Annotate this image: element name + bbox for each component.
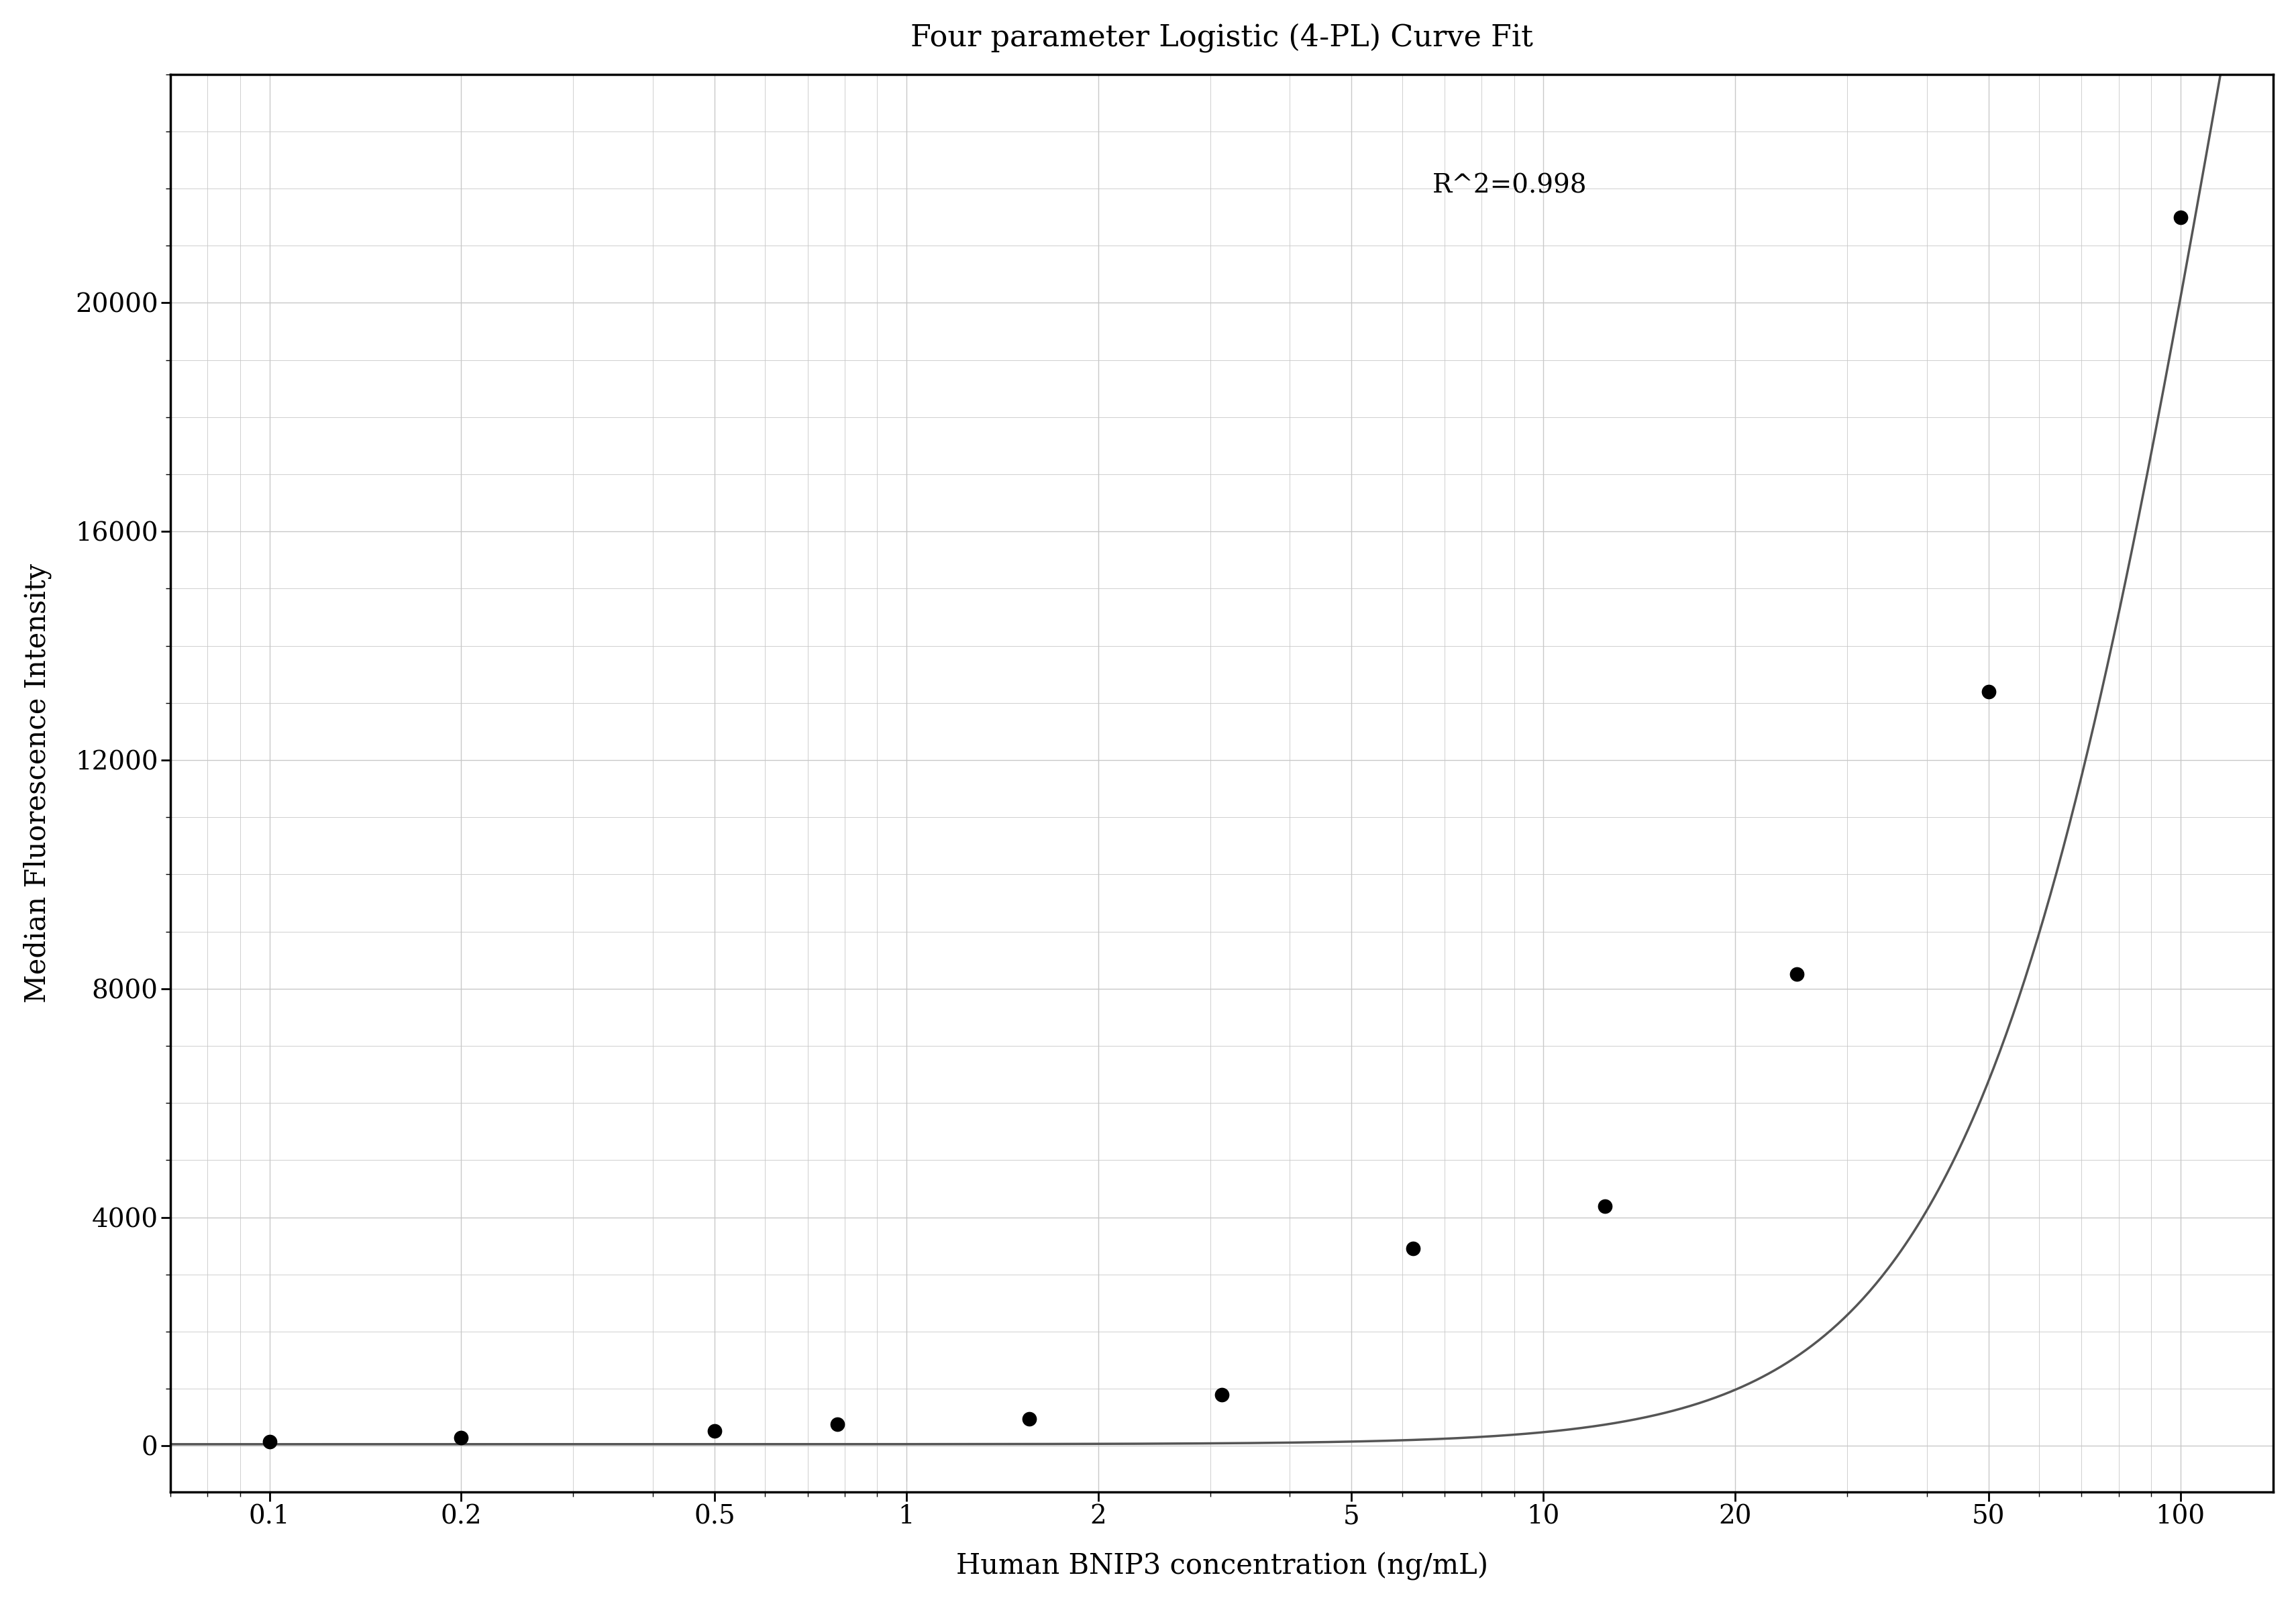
X-axis label: Human BNIP3 concentration (ng/mL): Human BNIP3 concentration (ng/mL)	[955, 1553, 1488, 1580]
Point	[250, 1429, 287, 1455]
Point	[1010, 1407, 1047, 1432]
Title: Four parameter Logistic (4-PL) Curve Fit: Four parameter Logistic (4-PL) Curve Fit	[912, 24, 1534, 53]
Text: R^2=0.998: R^2=0.998	[1433, 173, 1587, 199]
Point	[820, 1412, 856, 1437]
Point	[1587, 1193, 1623, 1219]
Point	[2161, 204, 2197, 229]
Point	[1777, 961, 1814, 986]
Point	[696, 1418, 732, 1444]
Point	[1203, 1381, 1240, 1407]
Point	[1394, 1237, 1430, 1262]
Y-axis label: Median Fluorescence Intensity: Median Fluorescence Intensity	[23, 563, 53, 1002]
Point	[443, 1424, 480, 1450]
Point	[1970, 678, 2007, 704]
